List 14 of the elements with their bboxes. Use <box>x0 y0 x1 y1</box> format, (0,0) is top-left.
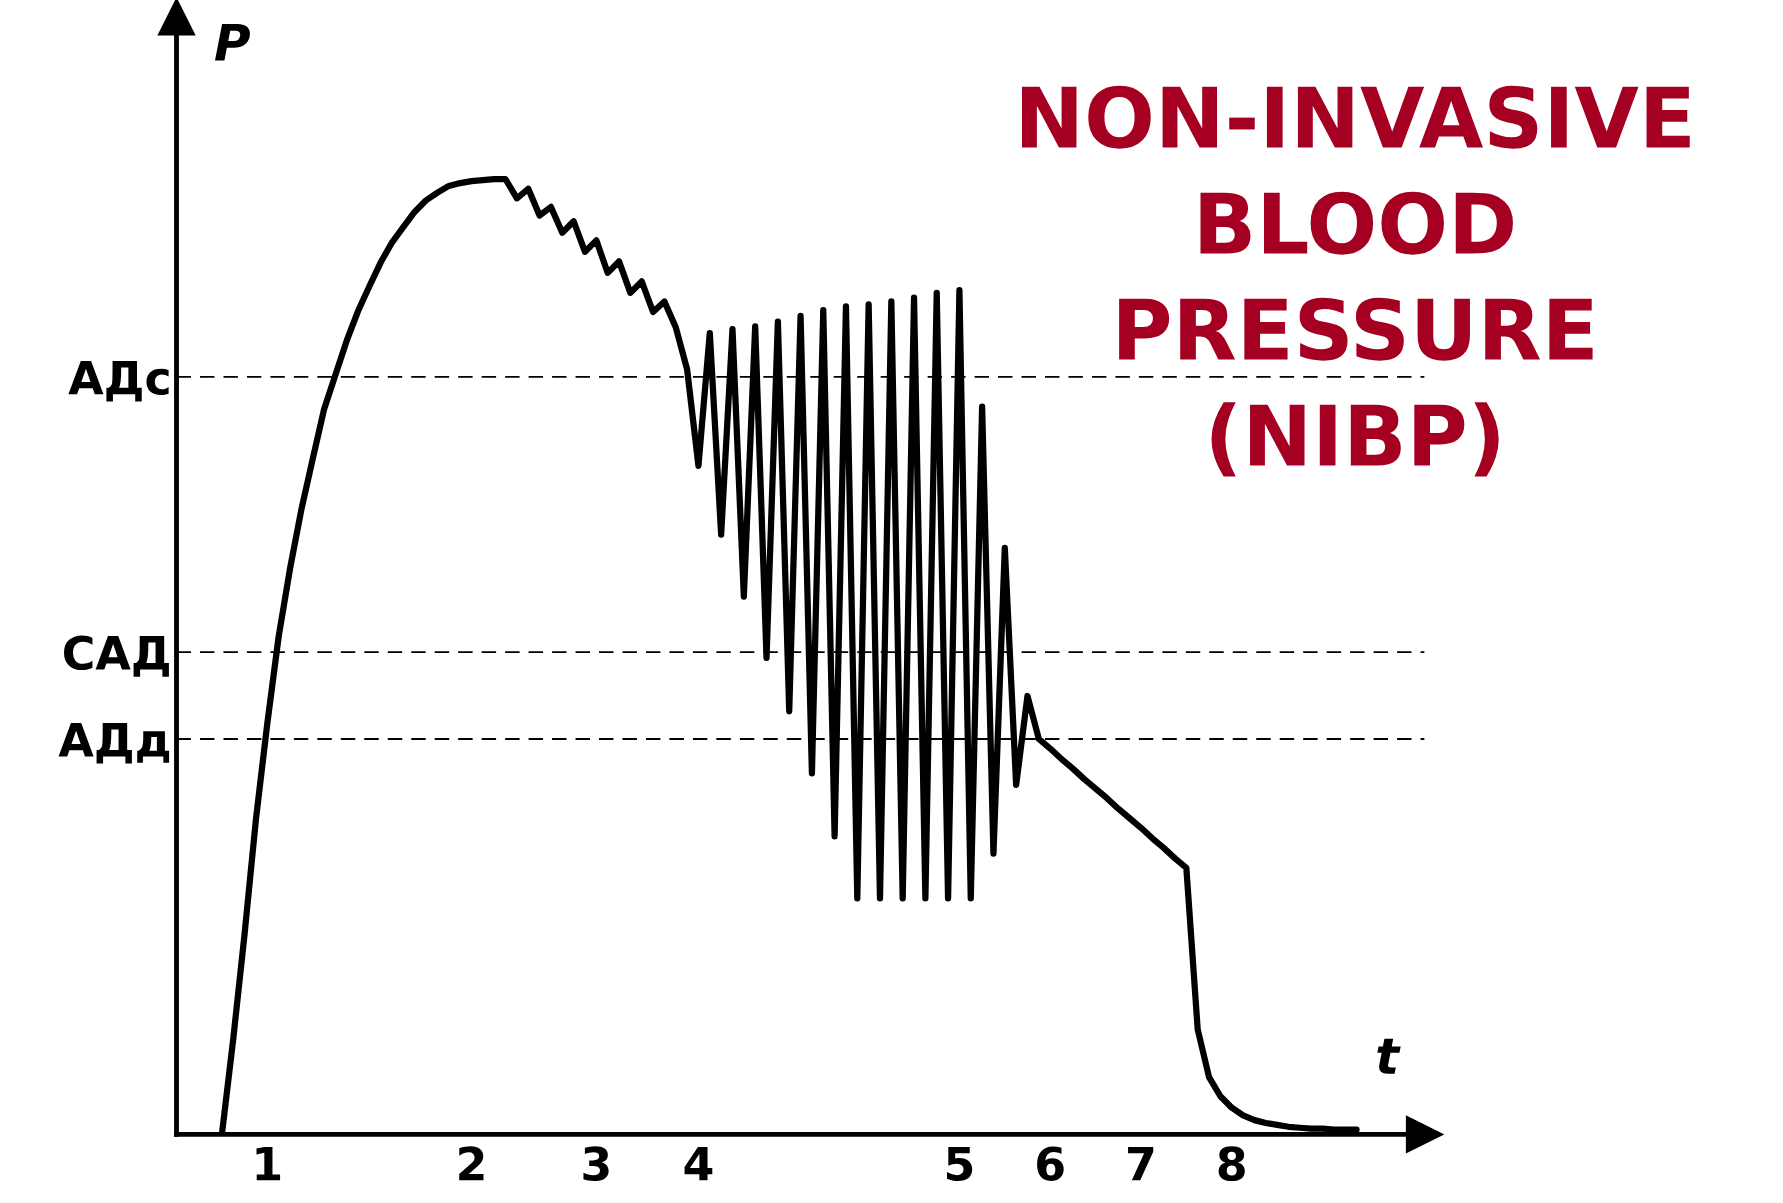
y-axis-title: P <box>215 23 250 61</box>
ref-line-label: САД <box>64 635 169 677</box>
ref-line-label: АДс <box>68 360 169 402</box>
x-axis-title: t <box>1377 1038 1401 1074</box>
x-tick-label: 4 <box>684 1146 713 1181</box>
x-tick-label: 1 <box>256 1146 281 1181</box>
x-tick-label: 7 <box>1128 1146 1154 1181</box>
ref-line-label: АДд <box>58 722 170 764</box>
x-tick-label: 8 <box>1218 1146 1245 1182</box>
text: NON-INVASIVE BLOOD PRESSURE (NIBP) <box>1022 85 1690 477</box>
x-tick-label: 5 <box>947 1146 973 1182</box>
x-tick-label: 2 <box>459 1146 484 1181</box>
x-tick-label: 3 <box>583 1146 609 1182</box>
x-tick-label: 6 <box>1037 1146 1064 1182</box>
